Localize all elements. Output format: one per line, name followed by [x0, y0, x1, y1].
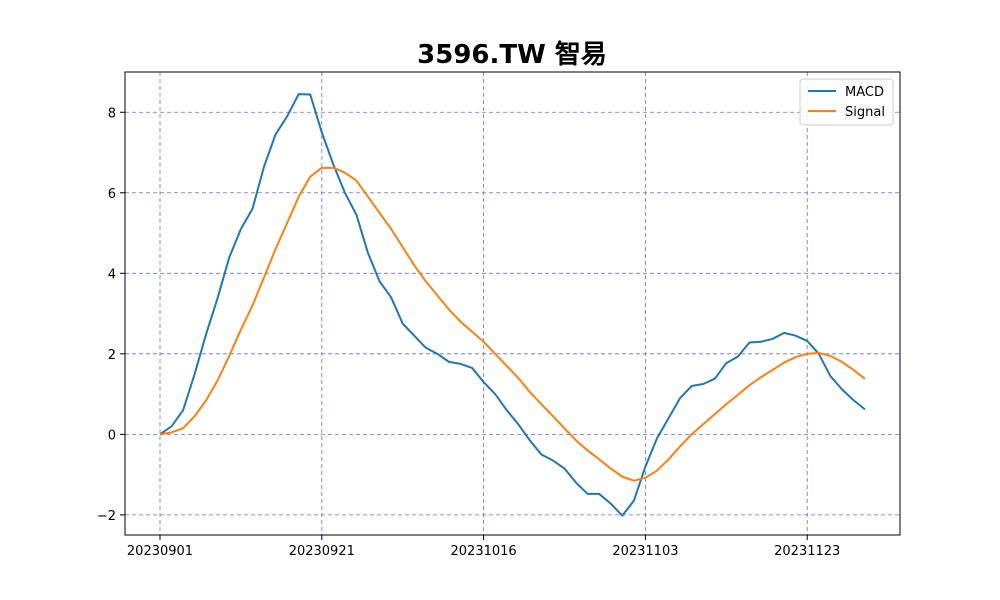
series-layer [159, 93, 866, 517]
y-tick-label: 0 [108, 428, 116, 443]
grid-layer [125, 72, 900, 535]
legend-label-macd: MACD [845, 85, 884, 100]
y-tick-label: 6 [108, 187, 116, 202]
x-tick-label: 20231103 [612, 544, 678, 559]
chart-title: 3596.TW 智易 [417, 40, 607, 70]
x-tick-label: 20230901 [127, 544, 193, 559]
y-tick-label: 4 [108, 267, 116, 282]
y-tick-label: 2 [108, 348, 116, 363]
x-tick-label: 20231123 [774, 544, 840, 559]
series-line-signal [159, 166, 866, 482]
x-tick-label: 20231016 [451, 544, 517, 559]
axis-layer: 20230901 20230921 20231016 20231103 20231123… [97, 106, 840, 559]
y-tick-label: −2 [97, 509, 116, 524]
x-tick-label: 20230921 [289, 544, 355, 559]
legend: MACD Signal [799, 78, 894, 126]
y-tick-label: 8 [108, 106, 116, 121]
series-line-macd [159, 93, 866, 517]
legend-label-signal: Signal [845, 105, 885, 120]
plot-frame [124, 71, 901, 536]
